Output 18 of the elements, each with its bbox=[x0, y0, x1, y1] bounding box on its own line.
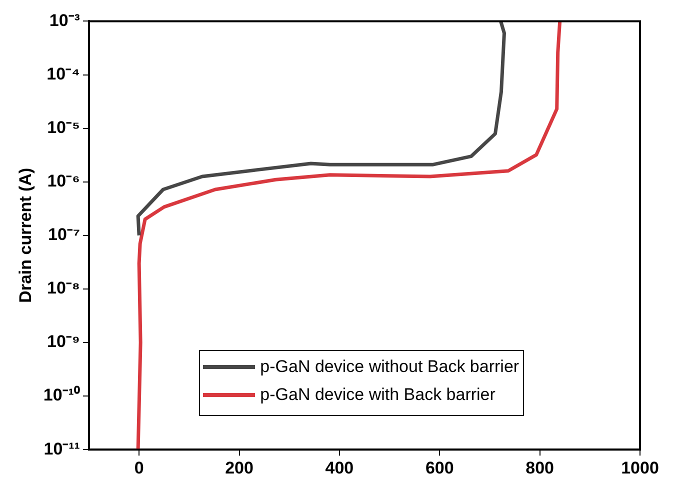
y-tick-label: 10⁻³ bbox=[49, 10, 80, 30]
y-tick-label: 10⁻⁵ bbox=[47, 118, 80, 137]
y-tick-label: 10⁻⁷ bbox=[48, 225, 80, 244]
x-tick-label: 200 bbox=[225, 458, 254, 478]
legend-label: p-GaN device with Back barrier bbox=[260, 384, 496, 405]
x-tick-label: 800 bbox=[526, 458, 554, 478]
x-tick-label: 1000 bbox=[621, 458, 659, 478]
x-tick-label: 600 bbox=[425, 458, 454, 478]
y-tick-label: 10⁻⁹ bbox=[46, 332, 80, 352]
x-tick-label: 0 bbox=[134, 458, 144, 478]
y-axis-title: Drain current (A) bbox=[16, 168, 35, 303]
legend-label: p-GaN device without Back barrier bbox=[260, 356, 520, 377]
y-tick-label: 10⁻⁶ bbox=[47, 172, 80, 191]
y-tick-label: 10⁻¹¹ bbox=[44, 439, 80, 458]
x-tick-label: 400 bbox=[325, 458, 354, 478]
y-tick-label: 10⁻⁴ bbox=[46, 64, 80, 84]
y-tick-label: 10⁻⁸ bbox=[47, 278, 80, 298]
y-tick-label: 10⁻¹⁰ bbox=[43, 386, 80, 405]
